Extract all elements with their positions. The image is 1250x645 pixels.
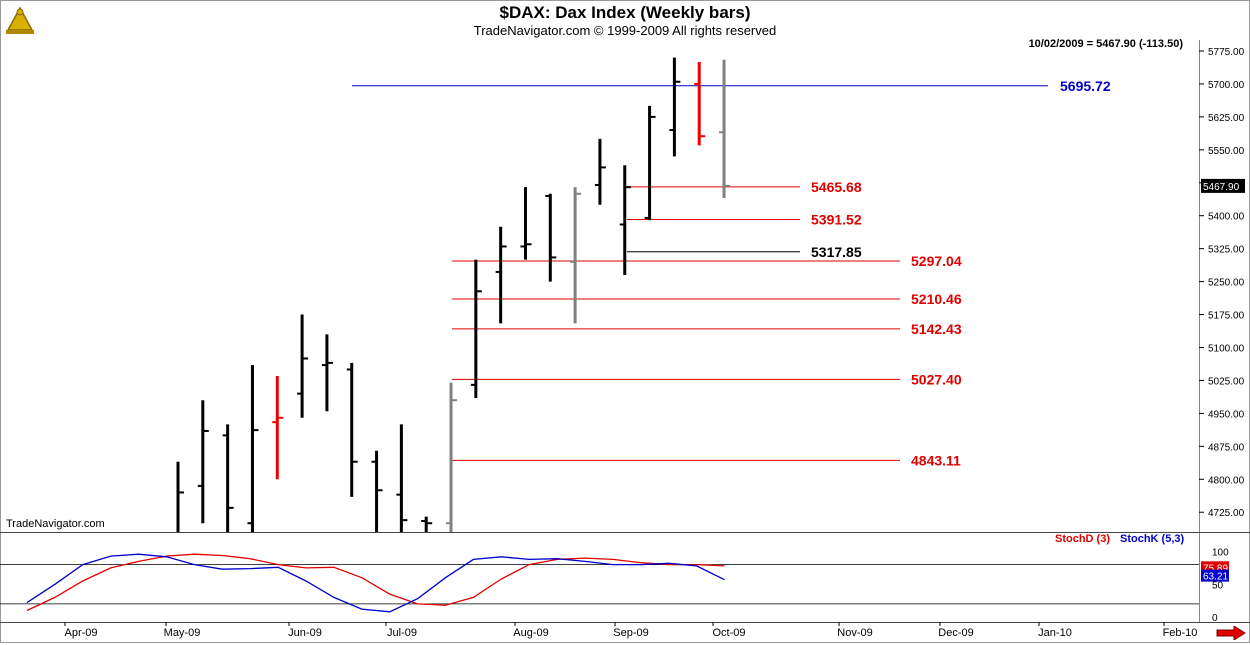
price-tick-label: 5550.00 (1208, 146, 1245, 157)
date-tick-label: Jun-09 (288, 627, 322, 639)
stoch-tick-label: 100 (1212, 548, 1229, 559)
level-label: 5317.85 (811, 244, 862, 260)
date-tick-label: Apr-09 (64, 627, 97, 639)
sextant-logo-icon (2, 4, 38, 38)
date-tick-label: Sep-09 (613, 627, 648, 639)
stoch-last-label: 75.89 (1203, 563, 1228, 574)
price-tick-label: 5775.00 (1208, 47, 1245, 58)
level-label: 5027.40 (911, 371, 962, 387)
date-tick-label: Feb-10 (1163, 627, 1198, 639)
price-tick-label: 4800.00 (1208, 475, 1245, 486)
price-tick-label: 5400.00 (1208, 212, 1245, 223)
date-tick-label: Aug-09 (513, 627, 548, 639)
level-label: 5297.04 (911, 253, 962, 269)
price-tick-label: 5700.00 (1208, 80, 1245, 91)
level-label: 5210.46 (911, 291, 962, 307)
stoch-series-line (26, 553, 725, 612)
price-tick-label: 5625.00 (1208, 113, 1245, 124)
date-tick-label: May-09 (164, 627, 201, 639)
last-price-box (1201, 178, 1245, 193)
price-tick-label: 4725.00 (1208, 508, 1245, 519)
stoch-last-box (1201, 569, 1229, 582)
level-label: 5391.52 (811, 211, 862, 227)
level-label: 5695.72 (1060, 78, 1111, 94)
price-tick-label: 4950.00 (1208, 409, 1245, 420)
chart-subtitle: TradeNavigator.com © 1999-2009 All right… (473, 23, 777, 38)
stoch-series-line (26, 553, 725, 613)
stoch-last-label: 63.21 (1203, 572, 1228, 583)
level-label: 5465.68 (811, 179, 862, 195)
last-quote-readout: 10/02/2009 = 5467.90 (-113.50) (1028, 38, 1183, 50)
stochk-legend: StochK (5,3) (1120, 533, 1185, 545)
price-tick-label: 5250.00 (1208, 278, 1245, 289)
level-label: 4843.11 (911, 452, 961, 468)
date-tick-label: Oct-09 (712, 627, 745, 639)
level-label: 5142.43 (911, 321, 962, 337)
price-plot (176, 57, 1048, 532)
chart-title: $DAX: Dax Index (Weekly bars) (499, 3, 751, 22)
red-arrow-right-icon[interactable] (1216, 625, 1246, 641)
watermark-text: TradeNavigator.com (6, 518, 105, 530)
date-tick-label: Dec-09 (938, 627, 973, 639)
price-tick-label: 5025.00 (1208, 376, 1245, 387)
price-tick-label: 5175.00 (1208, 311, 1245, 322)
date-tick-label: Jan-10 (1038, 627, 1072, 639)
last-price-label: 5467.90 (1203, 182, 1240, 193)
date-tick-label: Nov-09 (837, 627, 872, 639)
stoch-tick-label: 50 (1212, 580, 1224, 591)
stochd-legend: StochD (3) (1055, 533, 1110, 545)
price-tick-label: 4875.00 (1208, 442, 1245, 453)
price-tick-label: 5100.00 (1208, 344, 1245, 355)
price-tick-label: 5325.00 (1208, 245, 1245, 256)
stoch-tick-label: 0 (1212, 613, 1218, 624)
date-tick-label: Jul-09 (387, 627, 417, 639)
